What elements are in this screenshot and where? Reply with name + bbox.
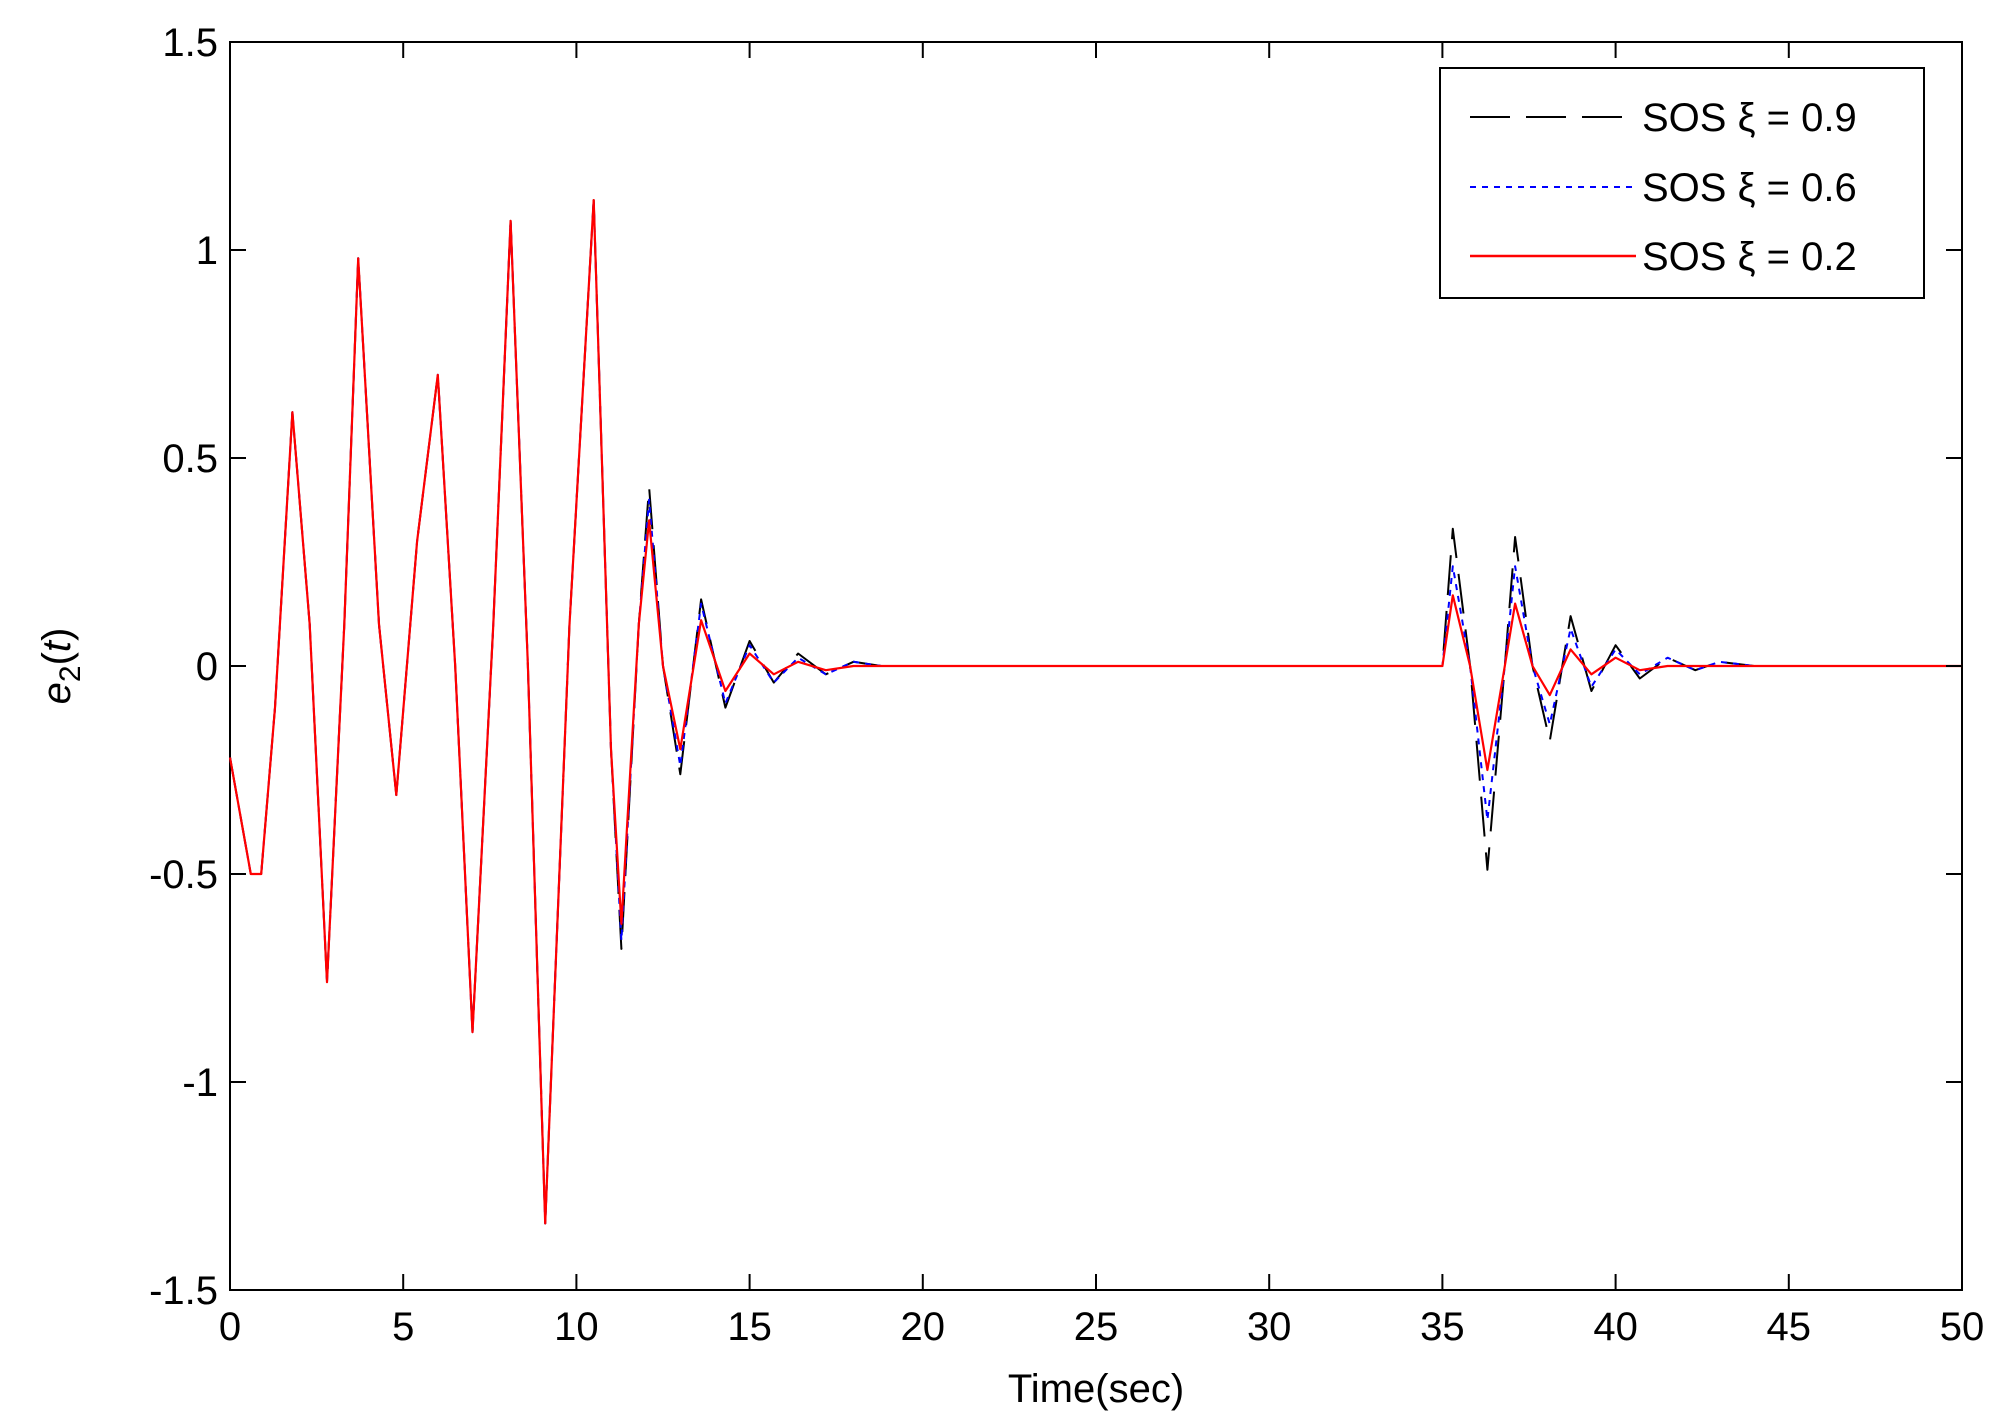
x-tick-label: 10 xyxy=(554,1305,599,1349)
y-tick-label: -1 xyxy=(182,1061,218,1105)
y-tick-label: 1 xyxy=(196,229,218,273)
y-axis-label-base: e xyxy=(35,682,79,704)
legend-label-2: SOS ξ = 0.2 xyxy=(1642,235,1857,279)
y-axis-label-close: ) xyxy=(35,628,79,641)
x-tick-label: 45 xyxy=(1767,1305,1812,1349)
x-tick-labels: 0 5 10 15 20 25 30 35 40 45 50 xyxy=(219,1305,1984,1349)
y-axis-label-subscript: 2 xyxy=(54,665,87,682)
y-tick-label: 0 xyxy=(196,645,218,689)
series-line-2 xyxy=(228,199,1962,1225)
x-tick-label: 25 xyxy=(1074,1305,1119,1349)
x-tick-label: 20 xyxy=(901,1305,946,1349)
x-tick-label: 30 xyxy=(1247,1305,1292,1349)
x-tick-label: 50 xyxy=(1940,1305,1985,1349)
x-tick-label: 35 xyxy=(1420,1305,1465,1349)
x-tick-label: 15 xyxy=(727,1305,772,1349)
y-tick-label: 1.5 xyxy=(162,21,218,65)
x-tick-label: 0 xyxy=(219,1305,241,1349)
y-tick-labels: -1.5 -1 -0.5 0 0.5 1 1.5 xyxy=(149,21,218,1313)
x-axis-label: Time(sec) xyxy=(1008,1367,1184,1411)
legend-box xyxy=(1439,67,1925,299)
y-axis-label-variable: t xyxy=(35,639,79,652)
series-layer xyxy=(228,199,1962,1225)
y-axis-label-open: ( xyxy=(35,651,79,665)
legend: SOS ξ = 0.9 SOS ξ = 0.6 SOS ξ = 0.2 xyxy=(1439,67,1925,299)
y-tick-label: -0.5 xyxy=(149,853,218,897)
y-axis-label: e2(t) xyxy=(35,628,87,705)
legend-label-1: SOS ξ = 0.6 xyxy=(1642,166,1857,210)
y-tick-label: 0.5 xyxy=(162,437,218,481)
ticks-layer xyxy=(229,41,1963,1291)
x-tick-label: 40 xyxy=(1593,1305,1638,1349)
y-tick-label: -1.5 xyxy=(149,1269,218,1313)
legend-label-0: SOS ξ = 0.9 xyxy=(1642,96,1857,140)
x-tick-label: 5 xyxy=(392,1305,414,1349)
